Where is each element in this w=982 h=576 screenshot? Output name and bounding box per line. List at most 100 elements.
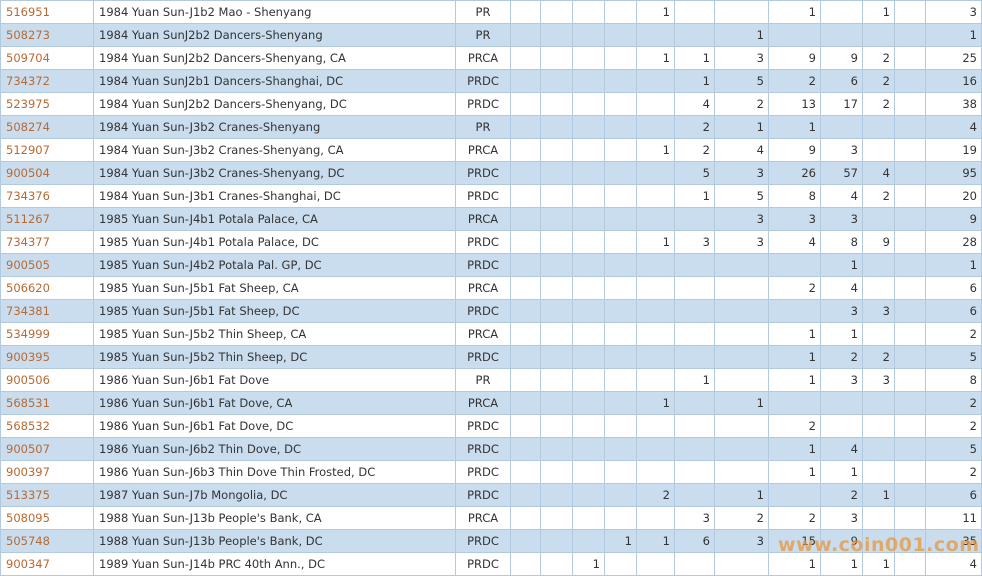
- table-row: 568532 1986 Yuan Sun-J6b1 Fat Dove, DC PRD…: [0, 414, 982, 438]
- count-cell: [510, 92, 541, 116]
- count-cell: [894, 184, 926, 208]
- count-cell: [510, 253, 541, 277]
- coin-description: 1986 Yuan Sun-J6b3 Thin Dove Thin Froste…: [93, 460, 456, 484]
- coin-description: 1987 Yuan Sun-J7b Mongolia, DC: [93, 483, 456, 507]
- cert-link[interactable]: 568531: [6, 396, 50, 410]
- grade-type: PRDC: [455, 529, 511, 553]
- count-cell: [572, 115, 605, 139]
- count-cell: [604, 69, 637, 93]
- cert-link[interactable]: 512907: [6, 143, 50, 157]
- count-cell: 1: [768, 115, 821, 139]
- count-cell: 57: [820, 161, 863, 185]
- count-cell: 3: [714, 529, 769, 553]
- count-cell: [540, 230, 573, 254]
- cert-link[interactable]: 508095: [6, 511, 50, 525]
- cert-link[interactable]: 523975: [6, 97, 50, 111]
- count-cell: [894, 207, 926, 231]
- count-cell: [604, 552, 637, 576]
- cert-link[interactable]: 900397: [6, 465, 50, 479]
- cert-link[interactable]: 568532: [6, 419, 50, 433]
- count-cell: 2: [768, 276, 821, 300]
- count-cell: 3: [820, 506, 863, 530]
- cert-id: 734372: [0, 69, 94, 93]
- count-cell: [636, 23, 675, 47]
- count-cell: [636, 69, 675, 93]
- grade-type: PRDC: [455, 299, 511, 323]
- count-cell: [510, 207, 541, 231]
- cert-link[interactable]: 900347: [6, 557, 50, 571]
- cert-link[interactable]: 734377: [6, 235, 50, 249]
- count-cell: [572, 483, 605, 507]
- coin-description: 1984 Yuan Sun-J3b2 Cranes-Shenyang: [93, 115, 456, 139]
- coin-description: 1986 Yuan Sun-J6b1 Fat Dove, CA: [93, 391, 456, 415]
- table-row: 734372 1984 Yuan SunJ2b1 Dancers-Shanghai…: [0, 69, 982, 93]
- cert-id: 900506: [0, 368, 94, 392]
- cert-link[interactable]: 513375: [6, 488, 50, 502]
- count-cell: [714, 414, 769, 438]
- table-row: 505748 1988 Yuan Sun-J13b People's Bank, …: [0, 529, 982, 553]
- count-cell: [572, 207, 605, 231]
- cert-link[interactable]: 508273: [6, 28, 50, 42]
- count-cell: 3: [820, 207, 863, 231]
- cert-link[interactable]: 900395: [6, 350, 50, 364]
- table-row: 900347 1989 Yuan Sun-J14b PRC 40th Ann., …: [0, 552, 982, 576]
- watermark: www.coin001.com: [778, 534, 980, 556]
- cert-id: 900507: [0, 437, 94, 461]
- grade-type: PRDC: [455, 92, 511, 116]
- cert-link[interactable]: 511267: [6, 212, 50, 226]
- count-cell: [572, 299, 605, 323]
- count-cell: [674, 276, 715, 300]
- count-cell: [540, 253, 573, 277]
- count-cell: [510, 368, 541, 392]
- count-cell: 1: [768, 460, 821, 484]
- cert-link[interactable]: 505748: [6, 534, 50, 548]
- count-cell: [636, 506, 675, 530]
- count-cell: 4: [862, 161, 895, 185]
- table-row: 900505 1985 Yuan Sun-J4b2 Potala Pal. GP,…: [0, 253, 982, 277]
- count-cell: [674, 414, 715, 438]
- grade-type: PRDC: [455, 69, 511, 93]
- count-cell: 2: [674, 138, 715, 162]
- count-cell: [674, 552, 715, 576]
- count-cell: 19: [925, 138, 982, 162]
- count-cell: [636, 92, 675, 116]
- table-row: 900397 1986 Yuan Sun-J6b3 Thin Dove Thin …: [0, 460, 982, 484]
- count-cell: 2: [925, 391, 982, 415]
- count-cell: 2: [862, 69, 895, 93]
- count-cell: 1: [636, 391, 675, 415]
- cert-link[interactable]: 734372: [6, 74, 50, 88]
- cert-link[interactable]: 534999: [6, 327, 50, 341]
- cert-link[interactable]: 516951: [6, 5, 50, 19]
- cert-link[interactable]: 509704: [6, 51, 50, 65]
- count-cell: [894, 69, 926, 93]
- cert-id: 568531: [0, 391, 94, 415]
- cert-link[interactable]: 508274: [6, 120, 50, 134]
- count-cell: [894, 368, 926, 392]
- count-cell: 5: [674, 161, 715, 185]
- cert-link[interactable]: 734381: [6, 304, 50, 318]
- count-cell: [604, 414, 637, 438]
- cert-link[interactable]: 734376: [6, 189, 50, 203]
- cert-id: 512907: [0, 138, 94, 162]
- cert-link[interactable]: 900507: [6, 442, 50, 456]
- count-cell: [572, 460, 605, 484]
- count-cell: [540, 322, 573, 346]
- count-cell: [572, 345, 605, 369]
- count-cell: 2: [862, 92, 895, 116]
- count-cell: [540, 207, 573, 231]
- count-cell: [862, 460, 895, 484]
- cert-link[interactable]: 900504: [6, 166, 50, 180]
- cert-link[interactable]: 900506: [6, 373, 50, 387]
- grade-type: PRCA: [455, 506, 511, 530]
- count-cell: [604, 161, 637, 185]
- count-cell: [510, 552, 541, 576]
- table-row: 511267 1985 Yuan Sun-J4b1 Potala Palace, …: [0, 207, 982, 231]
- cert-link[interactable]: 900505: [6, 258, 50, 272]
- count-cell: [820, 23, 863, 47]
- cert-link[interactable]: 506620: [6, 281, 50, 295]
- count-cell: [862, 414, 895, 438]
- count-cell: [674, 299, 715, 323]
- count-cell: 4: [768, 230, 821, 254]
- count-cell: 1: [820, 322, 863, 346]
- grade-type: PRDC: [455, 345, 511, 369]
